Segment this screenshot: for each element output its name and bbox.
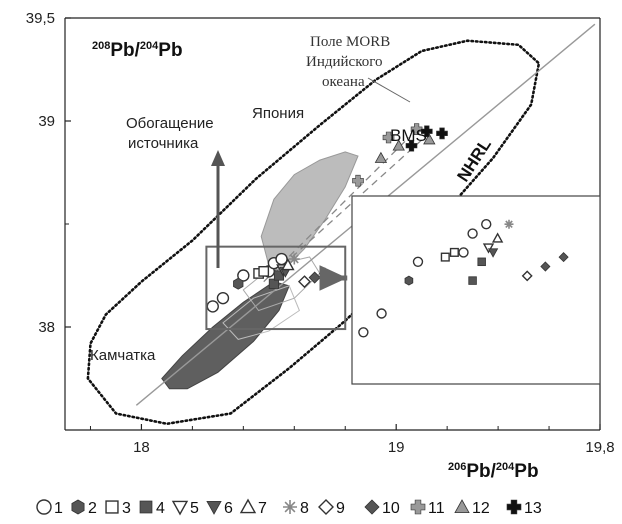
- data-point-12: [374, 151, 388, 163]
- legend-marker-2: [71, 499, 85, 515]
- legend-marker-10: [364, 499, 380, 515]
- tick-layer: 18 19 19,8 38 39 39,5: [26, 10, 615, 456]
- legend-label-3: 3: [122, 500, 131, 517]
- inset-point-1: [481, 218, 492, 230]
- composition-field-outline: [222, 285, 301, 340]
- data-point-3: [258, 266, 270, 277]
- inset-point-3: [449, 247, 459, 257]
- inset-layer: [205, 195, 601, 385]
- zoom-arrow-head: [319, 265, 348, 291]
- legend-marker-9: [318, 499, 334, 515]
- inset-point-1: [358, 327, 369, 338]
- japan-label: Япония: [252, 105, 304, 122]
- data-point-11: [352, 174, 364, 187]
- japan-field: [260, 151, 359, 270]
- data-point-4: [273, 270, 285, 281]
- data-point-1: [206, 300, 219, 313]
- morb-field-outline: [86, 39, 541, 426]
- legend-label-13: 13: [524, 500, 542, 517]
- morb-leader-line: [367, 77, 411, 103]
- morb-label: океана: [322, 74, 365, 90]
- y-tick-label: 39: [38, 113, 55, 130]
- legend-label-11: 11: [428, 500, 445, 517]
- inset-point-1: [376, 308, 387, 319]
- legend-label-1: 1: [54, 500, 63, 517]
- legend-label-9: 9: [336, 500, 345, 517]
- inset-point-1: [412, 256, 424, 267]
- inset-point-10: [558, 252, 569, 263]
- legend-marker-5: [171, 500, 189, 516]
- inset-point-9: [521, 270, 533, 282]
- mixing-line: [273, 134, 428, 274]
- legend-marker-4: [139, 500, 153, 514]
- legend-label-4: 4: [156, 500, 165, 517]
- annotation-layer: 208Pb/204Pb 206Pb/204Pb Поле MORB Индийског…: [90, 34, 539, 482]
- inset-point-8: [504, 219, 514, 229]
- legend-label-10: 10: [382, 500, 400, 517]
- inset-point-1: [467, 228, 478, 239]
- y-tick-label: 39,5: [26, 10, 55, 27]
- x-tick-label: 18: [133, 439, 150, 456]
- kamchatka-label: Камчатка: [90, 347, 156, 364]
- x-tick-label: 19,8: [585, 439, 614, 456]
- nhrl-label: NHRL: [453, 135, 495, 185]
- enrichment-arrow-head: [211, 150, 225, 166]
- inset-point-6: [487, 248, 499, 258]
- inset-point-1: [458, 247, 469, 258]
- data-point-1: [216, 291, 230, 305]
- legend-label-6: 6: [224, 500, 233, 517]
- data-point-11: [410, 123, 423, 135]
- inset-point-10: [540, 261, 551, 272]
- enrichment-label: источника: [128, 135, 199, 152]
- inset-point-4: [477, 257, 486, 267]
- inset-panel: [351, 195, 601, 385]
- legend-label-5: 5: [190, 500, 199, 517]
- legend-marker-6: [206, 500, 222, 515]
- legend: 1 2 3 4 5 6 7 8 9 10 11 12 13: [36, 498, 542, 517]
- data-point-8: [288, 253, 300, 265]
- data-point-2: [233, 277, 244, 290]
- data-point-12: [392, 139, 405, 151]
- y-tick-label: 38: [38, 319, 55, 336]
- inset-point-2: [404, 275, 414, 286]
- bms-label: BMS: [390, 126, 427, 145]
- data-point-10: [308, 271, 321, 284]
- point-layer: [206, 123, 448, 313]
- data-point-13: [420, 125, 433, 138]
- inset-point-3: [440, 252, 450, 262]
- zoom-region: [205, 245, 347, 331]
- data-point-11: [382, 131, 395, 144]
- data-point-13: [436, 127, 448, 140]
- data-point-4: [268, 278, 279, 289]
- legend-label-8: 8: [300, 500, 309, 517]
- morb-label: Индийского: [306, 54, 383, 70]
- legend-marker-7: [239, 498, 257, 514]
- x-axis-title: 206Pb/204Pb: [448, 461, 539, 482]
- data-point-7: [281, 258, 295, 271]
- legend-label-12: 12: [472, 500, 490, 517]
- x-tick-label: 19: [388, 439, 405, 456]
- y-axis-title: 208Pb/204Pb: [92, 40, 183, 61]
- legend-label-7: 7: [258, 500, 267, 517]
- morb-label: Поле MORB: [310, 34, 390, 50]
- inset-point-7: [491, 232, 504, 243]
- legend-label-2: 2: [88, 500, 97, 517]
- inset-point-5: [482, 243, 495, 254]
- legend-marker-13: [506, 499, 522, 515]
- data-point-12: [423, 133, 436, 145]
- legend-marker-1: [36, 499, 52, 515]
- legend-marker-3: [105, 500, 119, 514]
- legend-marker-11: [410, 499, 426, 515]
- legend-marker-12: [454, 499, 470, 513]
- data-point-9: [297, 275, 311, 289]
- data-point-13: [405, 139, 418, 152]
- inset-point-4: [468, 276, 477, 285]
- enrichment-label: Обогащение: [126, 115, 214, 132]
- legend-marker-8: [283, 500, 297, 514]
